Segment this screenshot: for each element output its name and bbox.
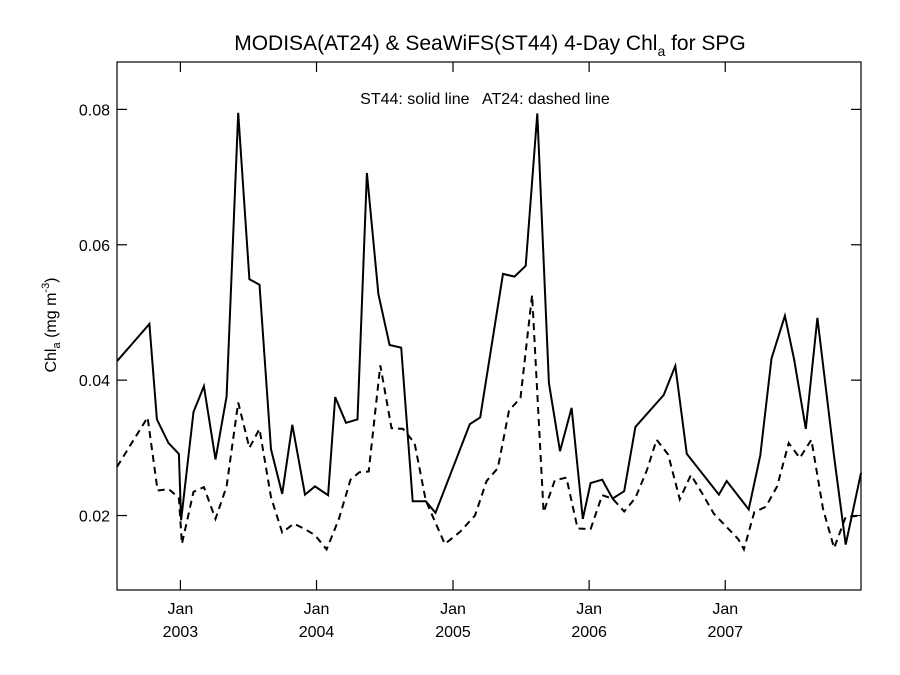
y-ticks: 0.02 0.04 0.06 0.08: [79, 102, 861, 526]
plot-frame: [116, 61, 862, 591]
x-tick-month-1: Jan: [304, 601, 330, 618]
y-tick-label-1: 0.04: [79, 373, 110, 390]
chart-title: MODISA(AT24) & SeaWiFS(ST44) 4-Day Chla …: [234, 32, 746, 59]
y-axis-label-unit: (mg m: [43, 293, 60, 343]
y-tick-label-3: 0.08: [79, 102, 110, 119]
x-tick-month-2: Jan: [440, 601, 466, 618]
x-tick-year-4: 2007: [707, 624, 743, 641]
x-ticks: Jan 2003 Jan 2004 Jan 2005 Jan 2006 Jan 2007: [163, 62, 743, 641]
chart-title-main: MODISA(AT24) & SeaWiFS(ST44) 4-Day Chl: [234, 32, 657, 55]
chart-title-subscript: a: [657, 43, 665, 59]
x-tick-month-3: Jan: [576, 601, 602, 618]
x-tick-month-4: Jan: [712, 601, 738, 618]
chart-title-suffix: for SPG: [665, 32, 746, 55]
y-axis-label-subscript: a: [51, 342, 63, 349]
series-layer: [116, 112, 862, 553]
y-axis-label-superscript: -3: [40, 283, 52, 293]
y-axis-label: Chla (mg m-3): [40, 277, 63, 372]
y-axis-label-main: Chl: [43, 349, 60, 373]
series-line-solid: [116, 112, 862, 545]
x-tick-year-3: 2006: [571, 624, 607, 641]
x-tick-year-2: 2005: [435, 624, 471, 641]
y-tick-label-0: 0.02: [79, 509, 110, 526]
chart-annotation: ST44: solid line AT24: dashed line: [360, 91, 610, 108]
x-tick-year-1: 2004: [299, 624, 335, 641]
x-tick-month-0: Jan: [168, 601, 194, 618]
y-axis-label-close: ): [43, 277, 60, 282]
x-tick-year-0: 2003: [163, 624, 199, 641]
y-tick-label-2: 0.06: [79, 238, 110, 255]
